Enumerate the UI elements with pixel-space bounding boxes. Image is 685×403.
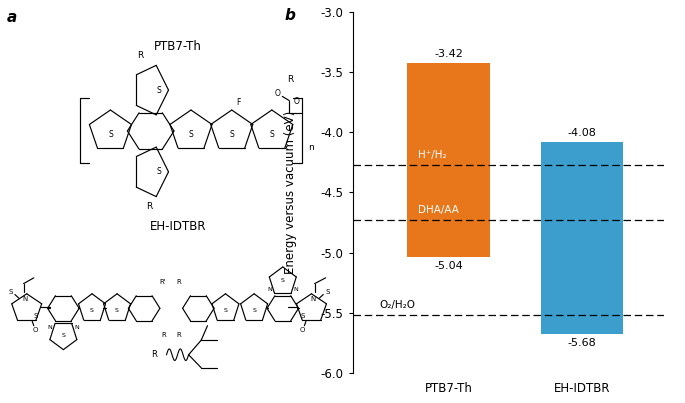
Text: S: S <box>90 308 94 313</box>
Text: b: b <box>284 8 295 23</box>
Text: S: S <box>156 85 161 95</box>
Text: S: S <box>108 130 113 139</box>
Text: N: N <box>47 325 52 330</box>
Text: N: N <box>310 296 316 302</box>
Text: N: N <box>23 296 28 302</box>
Text: S: S <box>281 278 285 283</box>
Text: R: R <box>161 332 166 338</box>
Text: S: S <box>269 130 274 139</box>
Text: N: N <box>267 287 272 292</box>
Text: S: S <box>33 313 38 319</box>
Text: a: a <box>7 10 17 25</box>
Text: S: S <box>252 308 256 313</box>
Text: S: S <box>325 289 329 295</box>
Text: S: S <box>62 332 65 338</box>
Text: R: R <box>146 202 152 211</box>
Text: PTB7-Th: PTB7-Th <box>154 40 202 53</box>
Text: S: S <box>115 308 119 313</box>
Text: R: R <box>137 51 143 60</box>
Text: O₂/H₂O: O₂/H₂O <box>379 300 415 310</box>
Bar <box>540 142 623 334</box>
Text: N: N <box>75 325 79 330</box>
Text: F: F <box>236 98 241 107</box>
Text: O: O <box>294 97 300 106</box>
Text: S: S <box>9 289 13 295</box>
Text: R: R <box>177 332 182 338</box>
Y-axis label: Energy versus vacuum (eV): Energy versus vacuum (eV) <box>284 111 297 274</box>
Text: H⁺/H₂: H⁺/H₂ <box>418 150 447 160</box>
Text: S: S <box>188 130 193 139</box>
Text: N: N <box>294 287 299 292</box>
Text: -4.08: -4.08 <box>567 128 597 138</box>
Text: -3.42: -3.42 <box>434 49 463 59</box>
Text: R: R <box>151 350 157 359</box>
Text: -5.04: -5.04 <box>434 261 463 271</box>
Text: -5.68: -5.68 <box>567 338 596 348</box>
Text: S: S <box>301 313 305 319</box>
Text: EH-IDTBR: EH-IDTBR <box>150 220 206 233</box>
Text: S: S <box>223 308 227 313</box>
Text: R: R <box>287 75 293 84</box>
Text: R': R' <box>159 279 166 285</box>
Text: O: O <box>275 89 281 98</box>
Text: S: S <box>156 167 161 177</box>
Text: S: S <box>229 130 234 139</box>
Text: R: R <box>177 279 182 285</box>
Text: DHA/AA: DHA/AA <box>418 205 459 215</box>
Bar <box>408 62 490 258</box>
Text: O: O <box>300 327 306 333</box>
Text: O: O <box>33 327 38 333</box>
Text: n: n <box>308 143 314 152</box>
